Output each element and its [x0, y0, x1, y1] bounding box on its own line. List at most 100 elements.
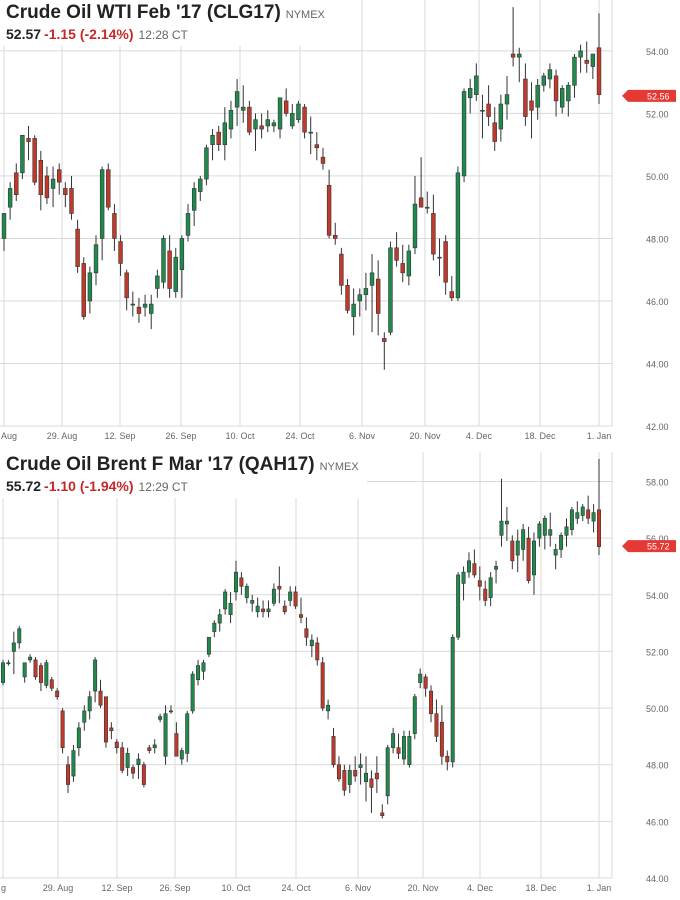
candle[interactable]: [130, 291, 136, 317]
candle[interactable]: [351, 288, 356, 336]
candle[interactable]: [396, 733, 401, 760]
candle[interactable]: [190, 671, 195, 714]
candle[interactable]: [486, 85, 491, 126]
candle[interactable]: [69, 175, 74, 220]
candle[interactable]: [71, 744, 76, 782]
candle[interactable]: [206, 636, 211, 658]
candle[interactable]: [566, 82, 571, 117]
candle[interactable]: [315, 637, 320, 666]
candle[interactable]: [210, 129, 215, 161]
candle[interactable]: [547, 63, 553, 89]
candle[interactable]: [136, 753, 141, 779]
candle[interactable]: [488, 572, 493, 607]
candle[interactable]: [174, 722, 179, 757]
candle[interactable]: [33, 657, 38, 680]
candle[interactable]: [288, 586, 293, 607]
candle[interactable]: [357, 288, 362, 317]
candle[interactable]: [299, 597, 303, 624]
candle[interactable]: [584, 41, 589, 73]
candle[interactable]: [542, 515, 547, 550]
candle[interactable]: [526, 526, 531, 584]
candle[interactable]: [429, 685, 434, 723]
candle[interactable]: [75, 219, 80, 273]
candle[interactable]: [198, 175, 203, 201]
candle[interactable]: [259, 113, 264, 139]
candle[interactable]: [28, 654, 33, 663]
candle[interactable]: [271, 583, 276, 607]
candle[interactable]: [553, 543, 558, 570]
candle[interactable]: [388, 241, 393, 336]
candle[interactable]: [131, 764, 136, 779]
candle[interactable]: [480, 94, 485, 139]
candle[interactable]: [120, 742, 125, 774]
candle[interactable]: [106, 163, 111, 211]
candle[interactable]: [477, 566, 482, 601]
candle[interactable]: [266, 600, 271, 618]
candle[interactable]: [66, 756, 70, 794]
candle[interactable]: [333, 222, 338, 245]
candle[interactable]: [98, 679, 103, 709]
candle[interactable]: [347, 764, 352, 794]
candle[interactable]: [1, 213, 7, 251]
candle[interactable]: [125, 747, 130, 777]
candle[interactable]: [32, 135, 37, 186]
candle[interactable]: [309, 634, 314, 658]
candle[interactable]: [474, 63, 479, 101]
candle[interactable]: [483, 580, 488, 607]
candle[interactable]: [239, 572, 244, 595]
candle[interactable]: [467, 79, 473, 114]
candle[interactable]: [412, 693, 417, 740]
candle[interactable]: [191, 182, 197, 226]
candle[interactable]: [553, 69, 559, 117]
candle[interactable]: [418, 668, 423, 689]
candle[interactable]: [596, 13, 602, 105]
candle[interactable]: [22, 662, 27, 683]
candle[interactable]: [353, 756, 358, 782]
candle[interactable]: [185, 710, 190, 762]
candle[interactable]: [196, 659, 201, 686]
candle[interactable]: [124, 269, 129, 311]
candle[interactable]: [369, 254, 375, 333]
candle[interactable]: [60, 708, 65, 754]
candle[interactable]: [20, 134, 25, 180]
candle[interactable]: [87, 266, 93, 314]
candle[interactable]: [1, 659, 5, 686]
candle[interactable]: [163, 705, 168, 765]
candle[interactable]: [498, 94, 504, 142]
candle[interactable]: [99, 166, 105, 261]
candle[interactable]: [26, 125, 31, 161]
candle[interactable]: [559, 85, 565, 114]
candle[interactable]: [228, 591, 233, 624]
candle[interactable]: [49, 676, 54, 692]
candle[interactable]: [82, 705, 87, 731]
candle[interactable]: [572, 54, 577, 98]
candle[interactable]: [282, 600, 287, 615]
candle[interactable]: [535, 79, 540, 120]
candle[interactable]: [244, 583, 249, 604]
candle[interactable]: [167, 235, 172, 298]
candle[interactable]: [118, 235, 123, 276]
candle[interactable]: [375, 260, 381, 336]
candle[interactable]: [425, 191, 430, 214]
candle[interactable]: [504, 506, 509, 541]
candle[interactable]: [510, 535, 515, 570]
candle[interactable]: [57, 163, 62, 195]
candle[interactable]: [548, 512, 553, 547]
candle[interactable]: [382, 332, 387, 370]
candle[interactable]: [461, 566, 466, 601]
candle[interactable]: [217, 608, 222, 632]
candle[interactable]: [597, 458, 601, 556]
candle[interactable]: [112, 204, 117, 251]
candle[interactable]: [250, 594, 255, 612]
candle[interactable]: [515, 529, 520, 573]
candle[interactable]: [277, 97, 283, 139]
candle[interactable]: [142, 294, 148, 317]
candle[interactable]: [326, 699, 331, 720]
candle[interactable]: [93, 657, 98, 703]
candle[interactable]: [331, 727, 336, 768]
candle[interactable]: [445, 750, 450, 771]
candle[interactable]: [44, 659, 49, 689]
brent-candlestick-chart[interactable]: 58.00 56.00 54.00 52.00 50.00 48.00 46.00 44.00…: [0, 452, 680, 900]
candle[interactable]: [406, 244, 412, 286]
candle[interactable]: [247, 100, 252, 136]
